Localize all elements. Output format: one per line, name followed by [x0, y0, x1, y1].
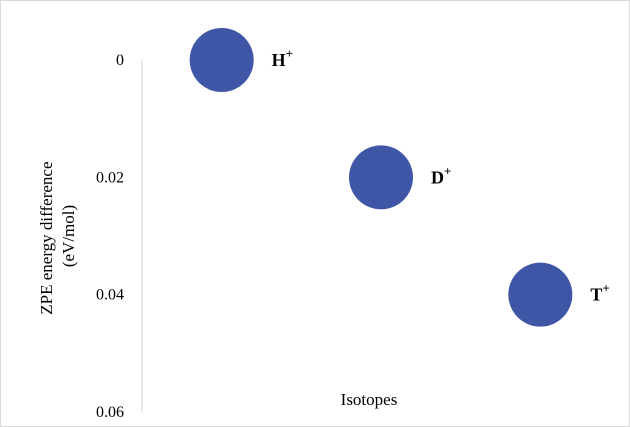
y-tick-label: 0 [116, 52, 124, 69]
data-point-label: T+ [590, 281, 609, 305]
y-axis-title: ZPE energy difference (eV/mol) [37, 157, 78, 315]
y-axis-title-line-1: ZPE energy difference [37, 162, 56, 315]
y-tick-labels: 0 0.02 0.04 0.06 [96, 52, 124, 421]
data-point [189, 28, 254, 92]
data-point-labels: H+ D+ T+ [272, 46, 610, 305]
y-axis-title-line-2: (eV/mol) [59, 205, 78, 267]
x-axis-title: Isotopes [341, 390, 398, 409]
data-point [508, 262, 573, 327]
data-point [349, 145, 413, 210]
data-point-label: H+ [272, 46, 293, 70]
y-tick-label: 0.06 [96, 404, 124, 421]
y-tick-label: 0.04 [96, 287, 124, 304]
y-tick-label: 0.02 [96, 169, 124, 186]
data-points [189, 28, 573, 327]
data-point-label: D+ [431, 163, 451, 187]
